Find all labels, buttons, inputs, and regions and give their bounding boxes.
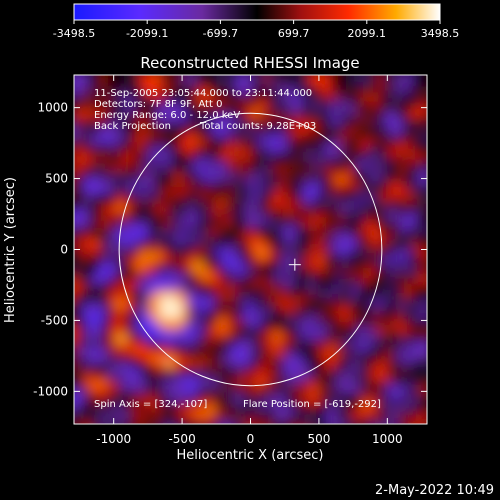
colorbar: -3498.5 -2099.1 -699.7 699.7 2099.1 3498.5: [53, 3, 460, 40]
colorbar-tick-label: 699.7: [278, 27, 310, 40]
colorbar-tick-label: 2099.1: [348, 27, 387, 40]
annotation-text: Flare Position = [-619,-292]: [243, 399, 381, 410]
x-tick-label: -1000: [96, 432, 131, 446]
x-tick-label: 1000: [372, 432, 403, 446]
annotation-text: Total counts: 9.28E+03: [199, 121, 316, 132]
heatmap: [74, 75, 427, 424]
x-tick-label: -500: [168, 432, 195, 446]
chart-title: Reconstructed RHESSI Image: [140, 54, 359, 72]
solar-limb: [118, 112, 383, 387]
y-tick-label: 500: [45, 172, 68, 186]
y-tick-label: 1000: [37, 101, 68, 115]
y-tick-label: 0: [60, 243, 68, 257]
x-tick-label: 0: [247, 432, 255, 446]
y-axis-label: Heliocentric Y (arcsec): [3, 177, 18, 323]
colorbar-tick-label: -699.7: [203, 27, 238, 40]
y-tick-label: -1000: [33, 384, 68, 398]
x-axis-label: Heliocentric X (arcsec): [177, 448, 324, 463]
colorbar-tick-label: 3498.5: [421, 27, 460, 40]
image-area: [74, 75, 427, 424]
annotation-text: Energy Range: 6.0 - 12.0 keV: [94, 110, 240, 121]
annotation-text: Spin Axis = [324,-107]: [94, 399, 207, 410]
colorbar-gradient: [73, 3, 441, 21]
colorbar-tick-label: -3498.5: [53, 27, 95, 40]
annotation-text: 11-Sep-2005 23:05:44.000 to 23:11:44.000: [94, 88, 312, 99]
annotations: 11-Sep-2005 23:05:44.000 to 23:11:44.000…: [94, 88, 381, 410]
annotation-text: Detectors: 7F 8F 9F, Att 0: [94, 99, 222, 110]
plot-timestamp: 2-May-2022 10:49: [375, 483, 494, 498]
annotation-text: Back Projection: [94, 121, 171, 132]
y-tick-label: -500: [41, 313, 68, 327]
x-tick-label: 500: [307, 432, 330, 446]
heatmap-cell: [417, 75, 427, 86]
colorbar-tick-label: -2099.1: [126, 27, 168, 40]
